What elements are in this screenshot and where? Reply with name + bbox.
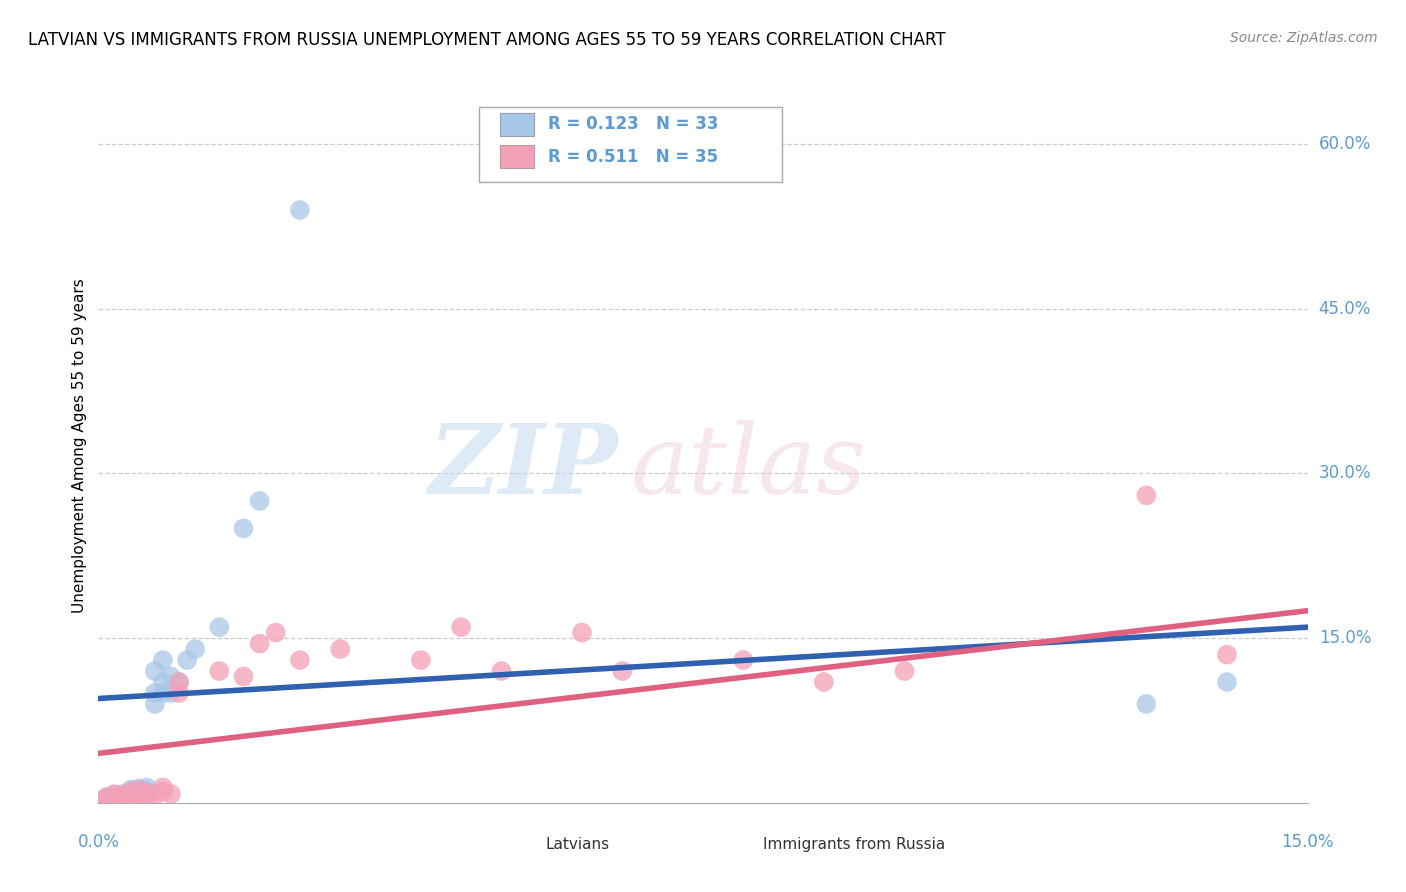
Point bbox=[232, 669, 254, 683]
Point bbox=[120, 790, 142, 805]
FancyBboxPatch shape bbox=[501, 113, 534, 136]
Point bbox=[288, 202, 311, 217]
Point bbox=[1216, 675, 1239, 690]
Point bbox=[167, 686, 190, 700]
Text: Immigrants from Russia: Immigrants from Russia bbox=[763, 837, 946, 852]
Point bbox=[103, 788, 125, 802]
Point bbox=[96, 790, 118, 805]
Point bbox=[96, 794, 118, 808]
Point bbox=[128, 792, 150, 806]
Point bbox=[249, 494, 271, 508]
Text: 45.0%: 45.0% bbox=[1319, 300, 1371, 318]
Point bbox=[96, 794, 118, 808]
Point bbox=[571, 625, 593, 640]
Point bbox=[111, 792, 134, 806]
Point bbox=[160, 669, 183, 683]
Point bbox=[160, 686, 183, 700]
Point bbox=[120, 782, 142, 797]
Text: 30.0%: 30.0% bbox=[1319, 465, 1371, 483]
Point bbox=[409, 653, 432, 667]
Text: 15.0%: 15.0% bbox=[1281, 833, 1334, 851]
Point bbox=[491, 664, 513, 678]
Point bbox=[135, 783, 157, 797]
Point bbox=[152, 653, 174, 667]
Point bbox=[128, 789, 150, 804]
Point bbox=[176, 653, 198, 667]
Point bbox=[128, 792, 150, 806]
Point bbox=[208, 664, 231, 678]
Point bbox=[288, 653, 311, 667]
Point bbox=[143, 788, 166, 802]
Point bbox=[450, 620, 472, 634]
Point bbox=[1216, 648, 1239, 662]
Point bbox=[111, 787, 134, 801]
Point bbox=[264, 625, 287, 640]
Point bbox=[167, 675, 190, 690]
Point bbox=[152, 785, 174, 799]
FancyBboxPatch shape bbox=[509, 836, 534, 853]
FancyBboxPatch shape bbox=[727, 836, 751, 853]
Text: R = 0.123   N = 33: R = 0.123 N = 33 bbox=[548, 115, 718, 133]
Point bbox=[152, 780, 174, 795]
Text: atlas: atlas bbox=[630, 420, 866, 515]
Point bbox=[160, 787, 183, 801]
Point bbox=[103, 787, 125, 801]
Point bbox=[128, 785, 150, 799]
Text: 60.0%: 60.0% bbox=[1319, 135, 1371, 153]
Point bbox=[208, 620, 231, 634]
Point bbox=[103, 792, 125, 806]
Point bbox=[167, 675, 190, 690]
Point bbox=[135, 786, 157, 800]
Text: R = 0.511   N = 35: R = 0.511 N = 35 bbox=[548, 148, 718, 166]
Point bbox=[111, 790, 134, 805]
Point bbox=[232, 521, 254, 535]
Text: LATVIAN VS IMMIGRANTS FROM RUSSIA UNEMPLOYMENT AMONG AGES 55 TO 59 YEARS CORRELA: LATVIAN VS IMMIGRANTS FROM RUSSIA UNEMPL… bbox=[28, 31, 946, 49]
Text: ZIP: ZIP bbox=[429, 420, 619, 515]
Text: 15.0%: 15.0% bbox=[1319, 629, 1371, 647]
Point bbox=[128, 787, 150, 801]
FancyBboxPatch shape bbox=[479, 107, 782, 182]
Point bbox=[813, 675, 835, 690]
FancyBboxPatch shape bbox=[501, 145, 534, 169]
Point bbox=[143, 664, 166, 678]
Point bbox=[184, 642, 207, 657]
Point bbox=[120, 785, 142, 799]
Point bbox=[135, 790, 157, 805]
Point bbox=[612, 664, 634, 678]
Point bbox=[96, 790, 118, 805]
Point bbox=[120, 790, 142, 805]
Point bbox=[1135, 488, 1157, 502]
Point bbox=[120, 785, 142, 799]
Point bbox=[143, 697, 166, 711]
Point bbox=[152, 675, 174, 690]
Y-axis label: Unemployment Among Ages 55 to 59 years: Unemployment Among Ages 55 to 59 years bbox=[72, 278, 87, 614]
Text: Latvians: Latvians bbox=[546, 837, 610, 852]
Point bbox=[143, 686, 166, 700]
Point bbox=[329, 642, 352, 657]
Point bbox=[135, 787, 157, 801]
Point bbox=[893, 664, 915, 678]
Point bbox=[249, 637, 271, 651]
Point bbox=[135, 780, 157, 795]
Text: 0.0%: 0.0% bbox=[77, 833, 120, 851]
Point bbox=[128, 781, 150, 796]
Point bbox=[103, 791, 125, 805]
Point bbox=[128, 782, 150, 797]
Point bbox=[733, 653, 755, 667]
Point bbox=[152, 686, 174, 700]
Point bbox=[1135, 697, 1157, 711]
Text: Source: ZipAtlas.com: Source: ZipAtlas.com bbox=[1230, 31, 1378, 45]
Point bbox=[111, 788, 134, 802]
